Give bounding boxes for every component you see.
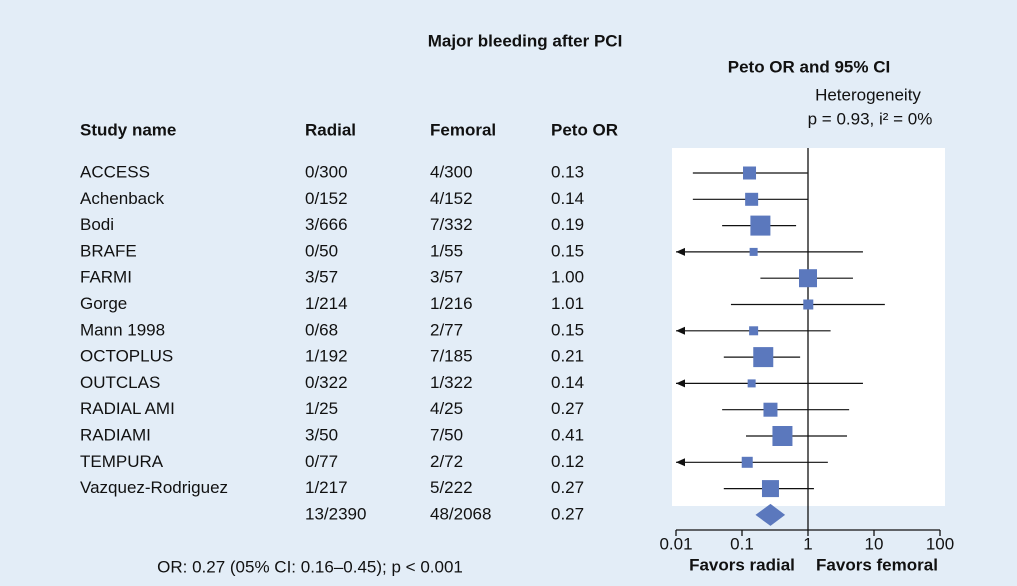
point-estimate [749,326,759,336]
radial-count: 0/77 [305,452,338,471]
radial-count: 1/214 [305,294,348,313]
femoral-count: 4/25 [430,399,463,418]
study-name: Bodi [80,215,114,234]
peto-or: 0.14 [551,373,584,392]
radial-count: 1/192 [305,347,348,366]
radial-count: 1/217 [305,478,348,497]
point-estimate [749,247,758,256]
femoral-count: 1/55 [430,241,463,260]
pooled-diamond [755,503,786,526]
femoral-count: 3/57 [430,268,463,287]
peto-or: 0.15 [551,320,584,339]
femoral-count: 2/72 [430,452,463,471]
femoral-count: 7/185 [430,347,473,366]
radial-count: 13/2390 [305,504,366,523]
femoral-count: 4/152 [430,189,473,208]
header: Radial [305,120,356,139]
study-name: FARMI [80,268,132,287]
x-tick-label: 10 [865,534,884,553]
ci-arrow [676,247,685,256]
femoral-count: 1/322 [430,373,473,392]
x-tick-label: 0.1 [730,534,754,553]
peto-or: 0.13 [551,162,584,181]
radial-count: 3/50 [305,425,338,444]
radial-count: 1/25 [305,399,338,418]
point-estimate [772,426,793,446]
radial-count: 0/322 [305,373,348,392]
study-name: BRAFE [80,241,137,260]
heterogeneity-stat: p = 0.93, i² = 0% [808,109,933,128]
ci-arrow [676,326,685,335]
femoral-count: 5/222 [430,478,473,497]
heterogeneity-label: Heterogeneity [815,85,921,104]
point-estimate [799,269,817,288]
peto-or: 1.01 [551,294,584,313]
header: Study name [80,120,176,139]
favors-left: Favors radial [689,555,795,574]
peto-or: 0.19 [551,215,584,234]
chart-title: Major bleeding after PCI [428,31,623,50]
peto-or: 0.27 [551,504,584,523]
study-name: OCTOPLUS [80,347,173,366]
peto-or: 0.15 [551,241,584,260]
subtitle: Peto OR and 95% CI [728,57,890,76]
point-estimate [747,379,756,388]
study-name: RADIAMI [80,425,151,444]
femoral-count: 1/216 [430,294,473,313]
peto-or: 0.14 [551,189,584,208]
header: Femoral [430,120,496,139]
point-estimate [753,347,774,368]
peto-or: 0.27 [551,399,584,418]
study-name: OUTCLAS [80,373,160,392]
x-tick-label: 100 [926,534,954,553]
radial-count: 3/57 [305,268,338,287]
footnote: OR: 0.27 (05% CI: 0.16–0.45); p < 0.001 [157,557,463,576]
femoral-count: 48/2068 [430,504,491,523]
femoral-count: 7/50 [430,425,463,444]
ci-arrow [676,458,685,467]
point-estimate [743,166,757,180]
ci-arrow [676,379,685,388]
radial-count: 0/50 [305,241,338,260]
radial-count: 0/300 [305,162,348,181]
radial-count: 0/152 [305,189,348,208]
point-estimate [741,456,753,468]
femoral-count: 2/77 [430,320,463,339]
study-name: Achenback [80,189,165,208]
study-name: Gorge [80,294,127,313]
peto-or: 0.41 [551,425,584,444]
point-estimate [761,480,779,498]
point-estimate [750,215,771,236]
point-estimate [803,299,814,310]
study-name: Mann 1998 [80,320,165,339]
favors-right: Favors femoral [816,555,938,574]
x-tick-label: 0.01 [659,534,692,553]
femoral-count: 7/332 [430,215,473,234]
header: Peto OR [551,120,618,139]
point-estimate [763,402,778,417]
femoral-count: 4/300 [430,162,473,181]
peto-or: 1.00 [551,268,584,287]
x-tick-label: 1 [803,534,812,553]
radial-count: 0/68 [305,320,338,339]
point-estimate [745,192,759,206]
study-name: Vazquez-Rodriguez [80,478,228,497]
peto-or: 0.21 [551,347,584,366]
peto-or: 0.27 [551,478,584,497]
study-name: ACCESS [80,162,150,181]
radial-count: 3/666 [305,215,348,234]
study-name: RADIAL AMI [80,399,175,418]
study-name: TEMPURA [80,452,164,471]
peto-or: 0.12 [551,452,584,471]
